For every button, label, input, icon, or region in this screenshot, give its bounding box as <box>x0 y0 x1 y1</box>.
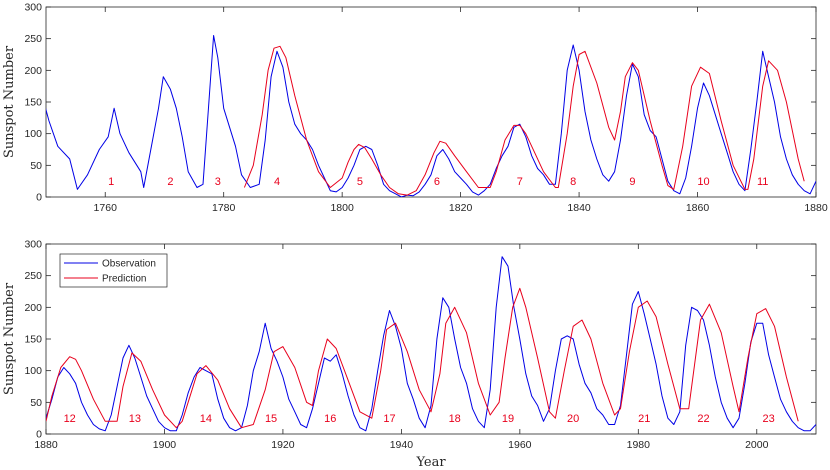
top-y-tick-label: 0 <box>36 192 42 204</box>
bottom-x-tick-label: 2000 <box>745 439 769 451</box>
cycle-label: 7 <box>517 176 523 188</box>
bottom-series <box>46 256 816 432</box>
top-panel-frame <box>45 6 817 198</box>
top-series <box>46 35 816 197</box>
bottom-x-tick-label: 1920 <box>271 439 295 451</box>
legend-prediction-label: Prediction <box>102 274 146 285</box>
cycle-label: 9 <box>629 176 635 188</box>
top-cycle-labels: 1 2 3 4 5 6 7 8 9 10 11 <box>108 176 768 188</box>
bottom-x-tick-label: 1940 <box>390 439 414 451</box>
bottom-y-axis-label: Sunspot Number <box>2 282 17 395</box>
top-prediction-line <box>243 45 805 196</box>
cycle-label: 10 <box>697 176 709 188</box>
bottom-y-tick-label: 150 <box>24 334 42 346</box>
top-observation-line <box>46 35 816 197</box>
bottom-x-tick-label: 1900 <box>153 439 177 451</box>
cycle-label: 12 <box>64 413 76 425</box>
top-y-tick-label: 200 <box>24 65 42 77</box>
x-axis-label: Year <box>415 455 446 470</box>
bottom-observation-line <box>46 256 816 432</box>
bottom-x-tick-label: 1980 <box>627 439 651 451</box>
cycle-label: 19 <box>502 413 514 425</box>
top-y-tick-label: 250 <box>24 33 42 45</box>
top-y-tick-label: 150 <box>24 97 42 109</box>
bottom-y-tick-label: 0 <box>36 429 42 441</box>
top-x-tick-label: 1880 <box>804 202 828 214</box>
cycle-label: 14 <box>200 413 212 425</box>
top-x-tick-label: 1780 <box>212 202 236 214</box>
cycle-label: 18 <box>449 413 461 425</box>
bottom-y-tick-label: 100 <box>24 365 42 377</box>
top-x-tick-label: 1840 <box>567 202 591 214</box>
bottom-x-tick-label: 1960 <box>508 439 532 451</box>
cycle-label: 6 <box>434 176 440 188</box>
top-y-tick-label: 50 <box>30 160 42 172</box>
top-x-tick-label: 1760 <box>94 202 118 214</box>
top-x-tick-label: 1860 <box>686 202 710 214</box>
legend-observation-label: Observation <box>102 259 156 270</box>
bottom-prediction-line <box>46 287 799 429</box>
bottom-y-tick-label: 250 <box>24 270 42 282</box>
cycle-label: 1 <box>108 176 114 188</box>
top-y-tick-label: 300 <box>24 2 42 14</box>
cycle-label: 21 <box>638 413 650 425</box>
cycle-label: 13 <box>129 413 141 425</box>
top-x-tick-label: 1800 <box>330 202 354 214</box>
cycle-label: 16 <box>324 413 336 425</box>
cycle-label: 2 <box>167 176 173 188</box>
top-x-tick-label: 1820 <box>449 202 473 214</box>
bottom-x-tick-label: 1880 <box>34 439 58 451</box>
bottom-cycle-labels: 12 13 14 15 16 17 18 19 20 21 22 23 <box>64 413 775 425</box>
cycle-label: 22 <box>697 413 709 425</box>
bottom-y-tick-label: 300 <box>24 239 42 251</box>
cycle-label: 15 <box>265 413 277 425</box>
legend-box <box>59 253 168 288</box>
cycle-label: 4 <box>274 176 280 188</box>
bottom-y-tick-label: 200 <box>24 302 42 314</box>
legend: Observation Prediction <box>59 253 168 288</box>
top-y-tick-label: 100 <box>24 128 42 140</box>
cycle-label: 20 <box>567 413 579 425</box>
cycle-label: 3 <box>215 176 221 188</box>
cycle-label: 23 <box>762 413 774 425</box>
cycle-label: 5 <box>357 176 363 188</box>
bottom-y-tick-label: 50 <box>30 397 42 409</box>
cycle-label: 17 <box>383 413 395 425</box>
cycle-label: 8 <box>570 176 576 188</box>
cycle-label: 11 <box>757 176 768 188</box>
top-y-axis-label: Sunspot Number <box>2 45 17 158</box>
